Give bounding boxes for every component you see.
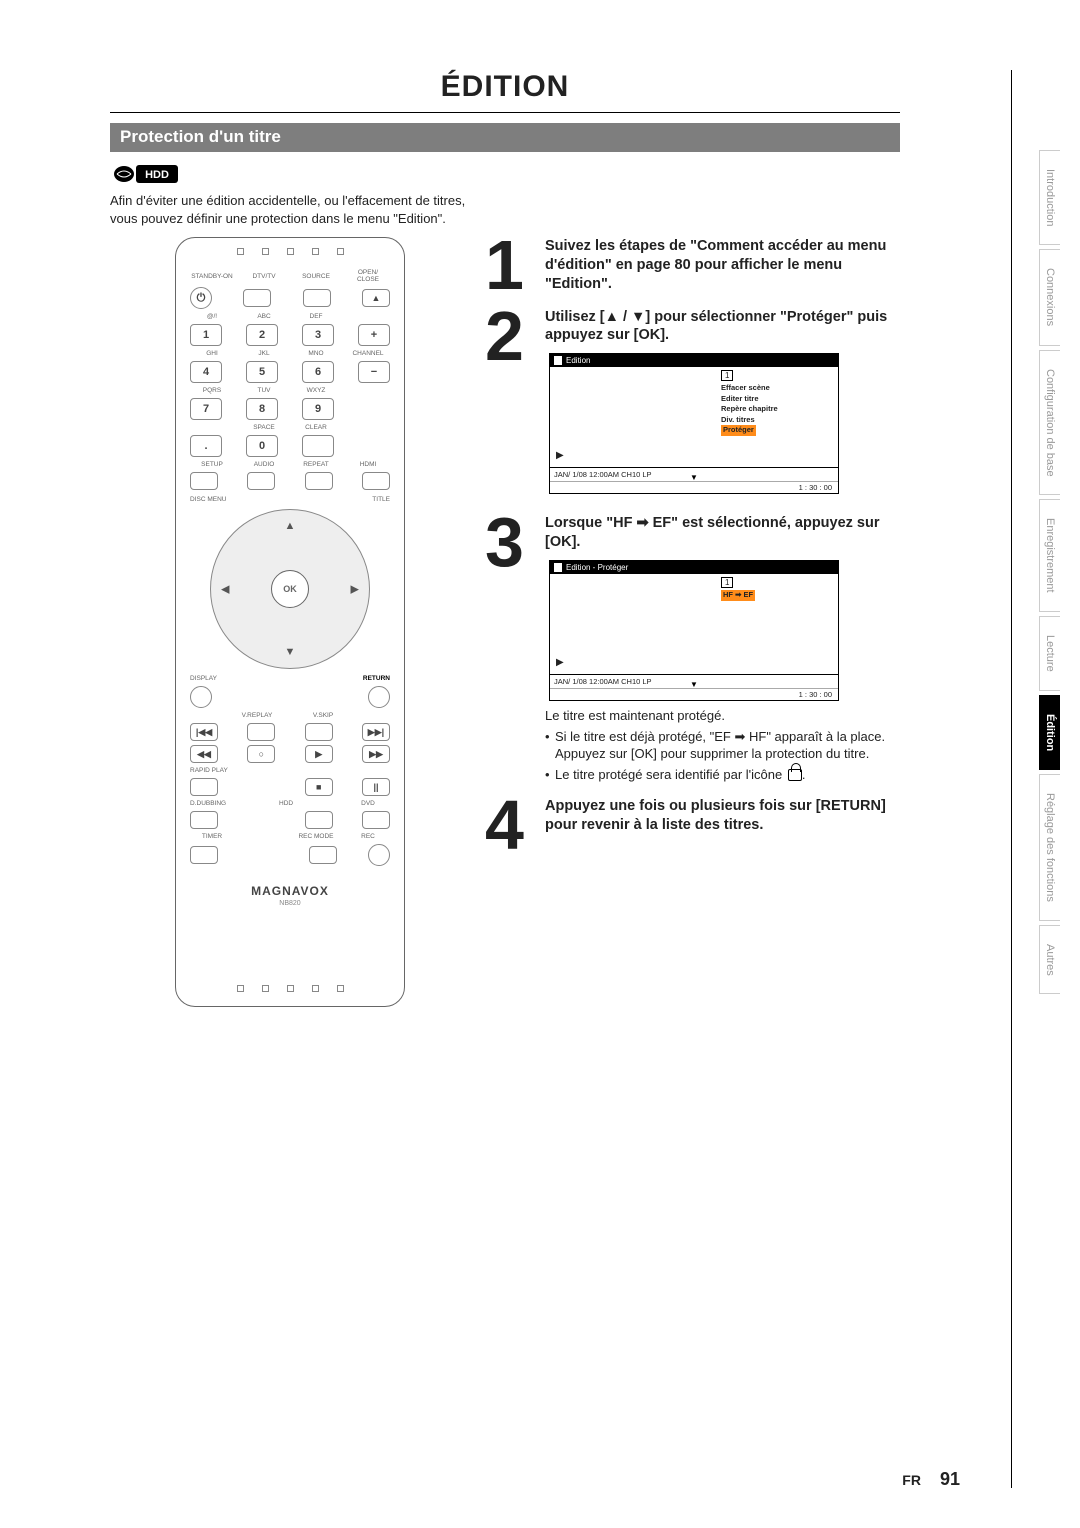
tab-edition[interactable]: Édition (1039, 695, 1060, 770)
step-text: Appuyez une fois ou plusieurs fois sur [… (545, 797, 900, 853)
tab-autres[interactable]: Autres (1039, 925, 1060, 995)
divider (110, 112, 900, 113)
manual-page: ÉDITION Protection d'un titre HDD Afin d… (110, 70, 900, 1450)
doc-icon (554, 563, 562, 572)
tab-connexions[interactable]: Connexions (1039, 249, 1060, 345)
doc-icon (554, 356, 562, 365)
page-footer: FR 91 (902, 1469, 960, 1490)
step-1: 1 Suivez les étapes de "Comment accéder … (485, 237, 900, 294)
step-3: 3 Lorsque "HF ➡ EF" est sélectionné, app… (485, 514, 900, 783)
osd-screenshot-2: Edition - Protéger ▶ 1 HF ➡ EF JAN/ 1/08… (549, 560, 839, 701)
step-text: Lorsque "HF ➡ EF" est sélectionné, appuy… (545, 514, 900, 552)
intro-text: Afin d'éviter une édition accidentelle, … (110, 192, 480, 227)
section-header: Protection d'un titre (110, 123, 900, 152)
side-tabs: Introduction Connexions Configuration de… (1039, 150, 1060, 994)
page-title: ÉDITION (110, 70, 900, 104)
lock-icon (788, 769, 802, 781)
svg-text:HDD: HDD (145, 169, 169, 181)
vertical-divider (1011, 70, 1012, 1488)
tab-configuration[interactable]: Configuration de base (1039, 350, 1060, 496)
step-text: Utilisez [▲ / ▼] pour sélectionner "Prot… (545, 308, 900, 346)
step-subtext: Le titre est maintenant protégé. Si le t… (545, 707, 900, 783)
hdd-badge: HDD (112, 164, 182, 184)
tab-introduction[interactable]: Introduction (1039, 150, 1060, 245)
footer-page-number: 91 (940, 1469, 960, 1489)
footer-lang: FR (902, 1472, 921, 1488)
tab-reglage[interactable]: Réglage des fonctions (1039, 774, 1060, 921)
step-number: 3 (485, 514, 535, 783)
osd-menu-list: Effacer scène Editer titre Repère chapit… (721, 383, 835, 436)
steps-column: 1 Suivez les étapes de "Comment accéder … (485, 237, 900, 1007)
remote-brand: MAGNAVOX (190, 884, 390, 898)
remote-control-illustration: STANDBY-ONDTV/TVSOURCEOPEN/ CLOSE ⏻ ▲ @/… (175, 237, 405, 1007)
step-text: Suivez les étapes de "Comment accéder au… (545, 237, 900, 294)
step-4: 4 Appuyez une fois ou plusieurs fois sur… (485, 797, 900, 853)
step-number: 4 (485, 797, 535, 853)
step-2: 2 Utilisez [▲ / ▼] pour sélectionner "Pr… (485, 308, 900, 501)
step-number: 1 (485, 237, 535, 294)
remote-column: STANDBY-ONDTV/TVSOURCEOPEN/ CLOSE ⏻ ▲ @/… (110, 237, 470, 1007)
tab-enregistrement[interactable]: Enregistrement (1039, 499, 1060, 612)
osd-screenshot-1: Edition ▶ 1 Effacer scène Editer titre R… (549, 353, 839, 494)
tab-lecture[interactable]: Lecture (1039, 616, 1060, 691)
step-number: 2 (485, 308, 535, 501)
